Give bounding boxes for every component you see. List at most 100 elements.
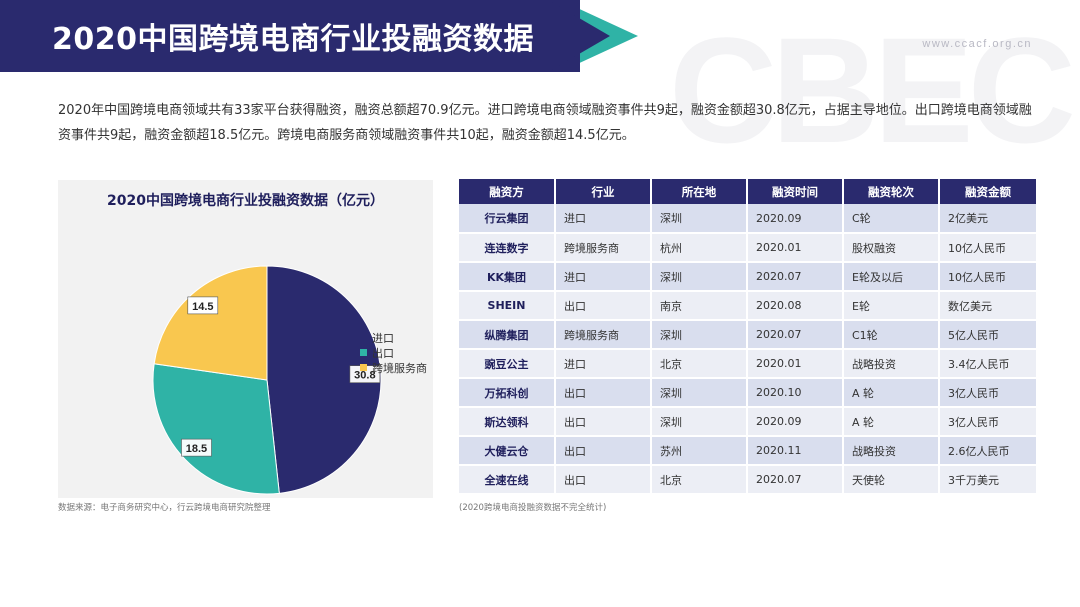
table-cell-col-industry: 进口 — [555, 204, 652, 234]
table-cell-col-industry: 进口 — [555, 262, 652, 292]
pie-slice-2 — [153, 265, 268, 381]
table-header-col-industry: 行业 — [555, 179, 652, 204]
table-cell-col-date: 2020.11 — [747, 436, 844, 466]
table-cell-col-financier: 连连数字 — [459, 233, 556, 263]
page-title: 2020中国跨境电商行业投融资数据 — [52, 22, 534, 57]
table-row: 万拓科创 出口 深圳 2020.10 A 轮 3亿人民币 — [459, 378, 1038, 408]
table-cell-col-industry: 出口 — [555, 291, 652, 321]
table-cell-col-industry: 出口 — [555, 465, 652, 495]
pie-data-label: 14.5 — [187, 296, 219, 315]
table-cell-col-location: 深圳 — [651, 407, 748, 437]
table-cell-col-location: 深圳 — [651, 320, 748, 350]
table-cell-col-round: E轮 — [843, 291, 940, 321]
table-header-col-location: 所在地 — [651, 179, 748, 204]
table-header-row: 融资方 行业 所在地 融资时间 融资轮次 融资金额 — [459, 179, 1038, 204]
table-cell-col-financier: SHEIN — [459, 291, 556, 321]
table-cell-col-amount: 10亿人民币 — [939, 262, 1038, 292]
legend-item: 跨境服务商 — [360, 360, 427, 375]
table-cell-col-financier: 斯达领科 — [459, 407, 556, 437]
chart-legend: 进口 出口 跨境服务商 — [360, 330, 427, 375]
table-cell-col-location: 深圳 — [651, 204, 748, 234]
table-cell-col-amount: 3亿人民币 — [939, 407, 1038, 437]
table-cell-col-round: 战略投资 — [843, 349, 940, 379]
pie-data-label: 18.5 — [181, 438, 212, 457]
table-header-col-round: 融资轮次 — [843, 179, 940, 204]
table-cell-col-amount: 2亿美元 — [939, 204, 1038, 234]
legend-swatch — [360, 364, 367, 371]
pie-data-label-text: 30.8 — [354, 370, 375, 382]
table-row: 连连数字 跨境服务商 杭州 2020.01 股权融资 10亿人民币 — [459, 233, 1038, 263]
pie-slice-1 — [152, 363, 280, 495]
table-row: KK集团 进口 深圳 2020.07 E轮及以后 10亿人民币 — [459, 262, 1038, 292]
table-row: SHEIN 出口 南京 2020.08 E轮 数亿美元 — [459, 291, 1038, 321]
table-row: 纵腾集团 跨境服务商 深圳 2020.07 C1轮 5亿人民币 — [459, 320, 1038, 350]
table-row: 豌豆公主 进口 北京 2020.01 战略投资 3.4亿人民币 — [459, 349, 1038, 379]
legend-swatch — [360, 334, 367, 341]
table-cell-col-amount: 10亿人民币 — [939, 233, 1038, 263]
table-row: 斯达领科 出口 深圳 2020.09 A 轮 3亿人民币 — [459, 407, 1038, 437]
table-cell-col-round: C1轮 — [843, 320, 940, 350]
table-cell-col-industry: 进口 — [555, 349, 652, 379]
legend-swatch — [360, 349, 367, 356]
table-cell-col-amount: 2.6亿人民币 — [939, 436, 1038, 466]
table-cell-col-amount: 3亿人民币 — [939, 378, 1038, 408]
table-cell-col-round: E轮及以后 — [843, 262, 940, 292]
table-cell-col-round: A 轮 — [843, 378, 940, 408]
table-cell-col-location: 深圳 — [651, 262, 748, 292]
table-cell-col-date: 2020.01 — [747, 233, 844, 263]
table-header-col-financier: 融资方 — [459, 179, 556, 204]
table-cell-col-financier: 大健云仓 — [459, 436, 556, 466]
pie-data-label-box — [181, 438, 212, 457]
table-row: 大健云仓 出口 苏州 2020.11 战略投资 2.6亿人民币 — [459, 436, 1038, 466]
table-cell-col-round: 天使轮 — [843, 465, 940, 495]
background-logo: CBEC — [668, 6, 1076, 174]
chart-source-note: 数据来源：电子商务研究中心，行云跨境电商研究院整理 — [58, 503, 271, 513]
table-cell-col-amount: 3.4亿人民币 — [939, 349, 1038, 379]
pie-data-label-text: 18.5 — [186, 443, 207, 455]
table-cell-col-date: 2020.07 — [747, 262, 844, 292]
chart-title: 2020中国跨境电商行业投融资数据（亿元） — [107, 193, 384, 209]
table-cell-col-location: 北京 — [651, 349, 748, 379]
table-cell-col-industry: 跨境服务商 — [555, 233, 652, 263]
table-cell-col-amount: 5亿人民币 — [939, 320, 1038, 350]
table-source-note: (2020跨境电商投融资数据不完全统计) — [459, 503, 607, 513]
table-cell-col-round: 股权融资 — [843, 233, 940, 263]
table-cell-col-financier: 万拓科创 — [459, 378, 556, 408]
table-cell-col-amount: 数亿美元 — [939, 291, 1038, 321]
header-band — [0, 0, 580, 72]
table-cell-col-round: A 轮 — [843, 407, 940, 437]
table-cell-col-location: 杭州 — [651, 233, 748, 263]
table-cell-col-date: 2020.07 — [747, 320, 844, 350]
table-cell-col-location: 北京 — [651, 465, 748, 495]
table-cell-col-industry: 出口 — [555, 378, 652, 408]
table-row: 全速在线 出口 北京 2020.07 天使轮 3千万美元 — [459, 465, 1038, 495]
table-cell-col-financier: 豌豆公主 — [459, 349, 556, 379]
table-cell-col-date: 2020.07 — [747, 465, 844, 495]
legend-item: 出口 — [360, 345, 427, 360]
pie-chart: 30.8 18.5 14.5 — [152, 265, 382, 495]
pie-slice-0 — [266, 265, 382, 494]
table-cell-col-date: 2020.01 — [747, 349, 844, 379]
table-cell-col-date: 2020.10 — [747, 378, 844, 408]
table-cell-col-location: 深圳 — [651, 378, 748, 408]
table-cell-col-round: 战略投资 — [843, 436, 940, 466]
table-header-col-date: 融资时间 — [747, 179, 844, 204]
table-header-col-amount: 融资金额 — [939, 179, 1038, 204]
table-cell-col-financier: 全速在线 — [459, 465, 556, 495]
header-arrow-navy — [548, 0, 610, 72]
pie-data-label-text: 14.5 — [192, 301, 213, 313]
legend-label: 出口 — [372, 346, 394, 360]
table-cell-col-amount: 3千万美元 — [939, 465, 1038, 495]
table-cell-col-industry: 跨境服务商 — [555, 320, 652, 350]
table-cell-col-industry: 出口 — [555, 407, 652, 437]
chart-panel: 2020中国跨境电商行业投融资数据（亿元） 30.8 18.5 14.5 进口 出口跨… — [58, 180, 433, 498]
table-cell-col-financier: 行云集团 — [459, 204, 556, 234]
table-cell-col-date: 2020.09 — [747, 204, 844, 234]
table-cell-col-financier: KK集团 — [459, 262, 556, 292]
table-cell-col-date: 2020.08 — [747, 291, 844, 321]
legend-label: 进口 — [372, 331, 394, 345]
intro-paragraph: 2020年中国跨境电商领域共有33家平台获得融资，融资总额超70.9亿元。进口跨… — [58, 103, 1032, 143]
funding-table: 融资方 行业 所在地 融资时间 融资轮次 融资金额 行云集团 进口 深圳 2020.09 C轮 2亿… — [459, 179, 1038, 495]
legend-item: 进口 — [360, 330, 427, 345]
table-cell-col-location: 苏州 — [651, 436, 748, 466]
